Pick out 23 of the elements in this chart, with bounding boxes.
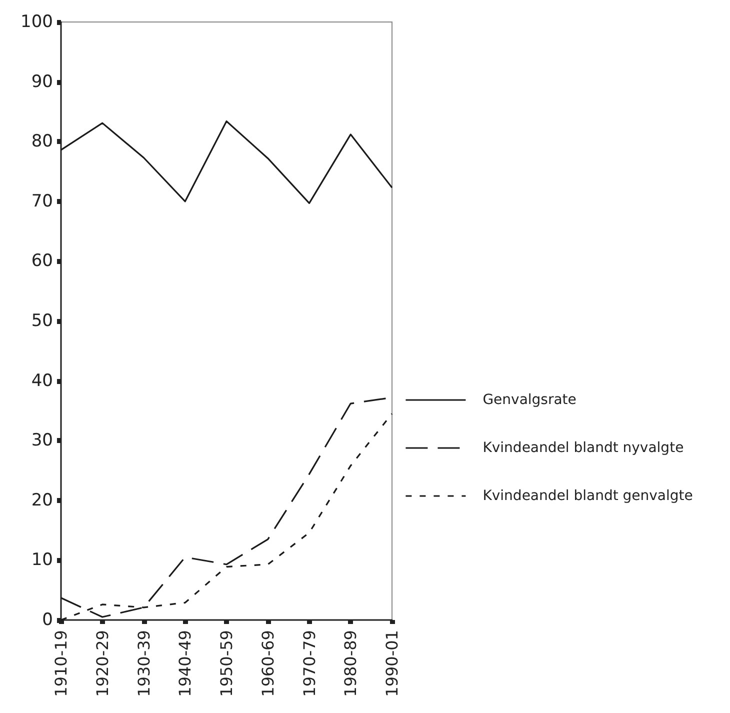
x-tick-label: 1980-89 [341,630,360,697]
x-tick-label: 1930-39 [134,630,154,697]
x-tick-label: 1960-69 [258,630,278,697]
legend-label: Kvindeandel blandt genvalgte [482,488,693,504]
y-tick-label: 100 [20,12,53,32]
y-tick-label: 40 [31,370,53,391]
x-tick-label: 1990-01 [382,630,402,697]
y-tick-label: 10 [31,550,53,570]
y-tick-label: 60 [31,251,53,272]
y-tick-label: 30 [31,430,53,451]
y-tick-label: 50 [31,311,53,331]
y-tick-label: 90 [31,72,53,92]
x-tick-label: 1950-59 [217,630,236,697]
y-tick-label: 70 [31,191,53,212]
y-tick-label: 80 [31,132,53,152]
x-tick-label: 1910-19 [52,630,70,697]
legend-label: Kvindeandel blandt nyvalgte [482,440,684,456]
x-tick-label: 1920-29 [92,630,112,697]
x-tick-label: 1940-49 [176,630,195,697]
x-tick-label: 1970-79 [300,630,319,697]
legend-label: Genvalgsrate [482,392,576,408]
y-tick-label: 20 [31,490,53,510]
y-tick-label: 0 [42,610,53,630]
